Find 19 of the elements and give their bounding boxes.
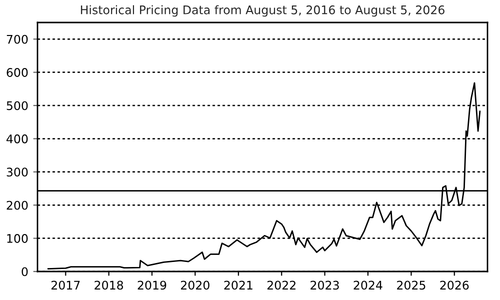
y-tick-label: 300 xyxy=(6,168,28,177)
x-tick-label: 2017 xyxy=(51,280,80,290)
y-tick-label: 600 xyxy=(6,68,28,77)
y-tick-label: 700 xyxy=(6,34,28,44)
y-tick-label: 100 xyxy=(7,234,28,243)
x-tick-label: 2019 xyxy=(138,280,166,290)
y-tick-label: 0 xyxy=(22,267,28,276)
x-tick-label: 2020 xyxy=(180,280,210,290)
x-tick-label: 2022 xyxy=(267,280,296,290)
x-tick-label: 2024 xyxy=(354,280,382,290)
chart-title: Historical Pricing Data from August 5, 2016 to August 5, 2026 xyxy=(80,5,444,17)
y-tick-label: 400 xyxy=(6,134,28,144)
x-tick-label: 2025 xyxy=(397,280,426,290)
x-tick-label: 2023 xyxy=(310,280,339,290)
x-tick-label: 2018 xyxy=(94,280,124,290)
y-tick-label: 500 xyxy=(6,101,28,110)
x-tick-label: 2021 xyxy=(224,280,252,290)
x-tick-label: 2026 xyxy=(440,280,469,290)
y-tick-label: 200 xyxy=(6,200,28,210)
